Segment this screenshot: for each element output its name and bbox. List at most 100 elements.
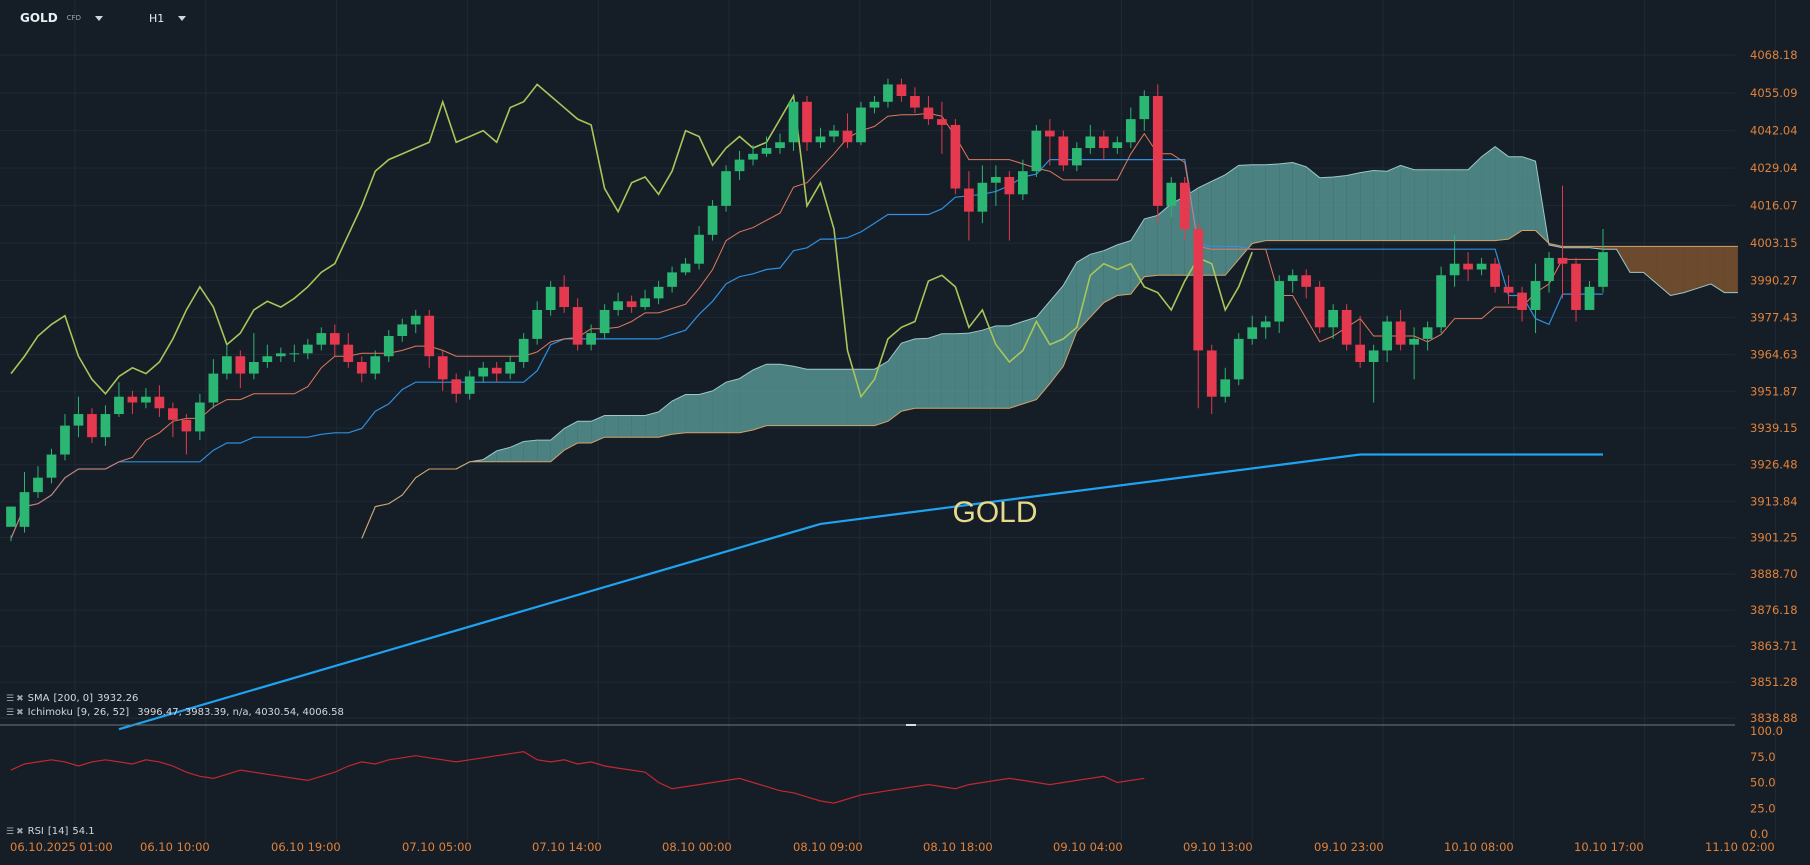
candle-body <box>1274 281 1285 322</box>
rsi-value: 54.1 <box>72 826 95 837</box>
candle <box>1220 367 1231 403</box>
candle-body <box>1476 263 1487 270</box>
candle <box>1260 315 1271 339</box>
close-icon[interactable]: ✖ <box>16 707 24 718</box>
settings-icon[interactable]: ☰ <box>6 826 15 837</box>
candle <box>545 281 556 316</box>
candle-body <box>829 130 839 137</box>
candle <box>1233 333 1244 386</box>
candle <box>802 96 812 151</box>
price-tick-label: 4068.18 <box>1750 48 1798 62</box>
ichimoku-label: Ichimoku <box>27 707 73 718</box>
cloud-segment <box>685 394 700 433</box>
candle <box>1571 257 1581 322</box>
candle <box>761 136 772 157</box>
cloud-segment <box>1522 156 1536 231</box>
close-icon[interactable]: ✖ <box>16 693 24 704</box>
sma-200-line <box>118 453 1603 731</box>
price-tick-label: 4003.15 <box>1750 236 1798 250</box>
cloud-segment <box>807 369 821 426</box>
candle <box>235 350 246 389</box>
cloud-segment <box>604 415 619 438</box>
candle <box>505 356 516 380</box>
candle-body <box>1071 148 1082 166</box>
candle <box>937 101 947 154</box>
candle <box>1139 90 1150 131</box>
candle-body <box>1112 142 1123 149</box>
cloud-segment <box>1292 162 1307 241</box>
sma-label: SMA <box>27 693 50 704</box>
span-a-line <box>361 145 1738 539</box>
candle <box>1179 176 1190 241</box>
candle <box>707 200 718 241</box>
sma-value: 3932.26 <box>97 693 139 704</box>
candle-body <box>356 362 367 374</box>
candle-body <box>1031 130 1042 172</box>
cloud-segment <box>564 421 578 451</box>
candle <box>1368 344 1379 403</box>
candle-body <box>1058 136 1069 166</box>
cloud-segment <box>1400 165 1415 241</box>
cloud-segment <box>1427 169 1442 241</box>
cloud-segment <box>537 440 551 462</box>
kijun-sen-line <box>10 159 1603 539</box>
candle <box>195 393 205 441</box>
candle-body <box>559 286 570 308</box>
cloud-segment <box>1265 163 1280 241</box>
candle <box>613 292 623 316</box>
candle-body <box>1422 327 1433 339</box>
cloud-segment <box>1468 156 1482 241</box>
time-tick-label: 08.10 00:00 <box>662 840 732 854</box>
cloud-segment <box>753 364 767 430</box>
cloud-segment <box>618 415 632 438</box>
candle-body <box>653 286 664 299</box>
price-tick-label: 3977.43 <box>1750 310 1798 324</box>
candle <box>1355 315 1366 368</box>
rsi-line <box>10 750 1145 804</box>
candle <box>1287 269 1298 293</box>
candle <box>1598 229 1608 293</box>
sma-params: [200, 0] <box>53 693 94 704</box>
candle <box>1193 223 1204 409</box>
timeframe-selector[interactable]: H1 <box>141 10 194 27</box>
close-icon[interactable]: ✖ <box>16 826 24 837</box>
candle <box>1490 257 1500 293</box>
cloud-segment <box>1387 165 1401 241</box>
cloud-segment <box>1252 164 1266 244</box>
candle-body <box>437 356 448 380</box>
candle-body <box>383 335 394 357</box>
symbol-selector[interactable]: GOLD CFD <box>12 9 111 27</box>
candle-body <box>1584 286 1595 310</box>
cloud-segment <box>1279 162 1293 241</box>
candle <box>424 309 435 368</box>
cloud-segment <box>1103 244 1118 303</box>
settings-icon[interactable]: ☰ <box>6 693 15 704</box>
candle-body <box>505 362 516 374</box>
price-tick-label: 3838.88 <box>1750 711 1798 725</box>
cloud-segment <box>1481 146 1496 241</box>
candle-body <box>1044 130 1055 137</box>
settings-icon[interactable]: ☰ <box>6 707 15 718</box>
price-tick-label: 3990.27 <box>1750 273 1798 287</box>
candle <box>572 298 583 351</box>
candle <box>222 344 232 380</box>
price-tick-label: 3913.84 <box>1750 494 1798 508</box>
candle <box>168 402 178 438</box>
candle-body <box>883 84 893 102</box>
cloud-segment <box>712 382 727 433</box>
candle-body <box>60 425 70 455</box>
rsi-tick-label: 100.0 <box>1750 724 1783 738</box>
cloud-segment <box>1683 246 1698 293</box>
rsi-axis: 100.0 75.0 50.0 25.0 0.0 <box>1750 724 1783 841</box>
candle-body <box>114 396 124 415</box>
candle-body <box>451 379 462 394</box>
candle <box>883 78 893 108</box>
candle <box>1314 281 1325 334</box>
cloud-segment <box>874 361 888 426</box>
chevron-down-icon <box>94 15 103 21</box>
candle-body <box>19 492 30 527</box>
candle-body <box>100 414 111 438</box>
candle <box>910 87 920 114</box>
candle <box>1328 304 1339 339</box>
